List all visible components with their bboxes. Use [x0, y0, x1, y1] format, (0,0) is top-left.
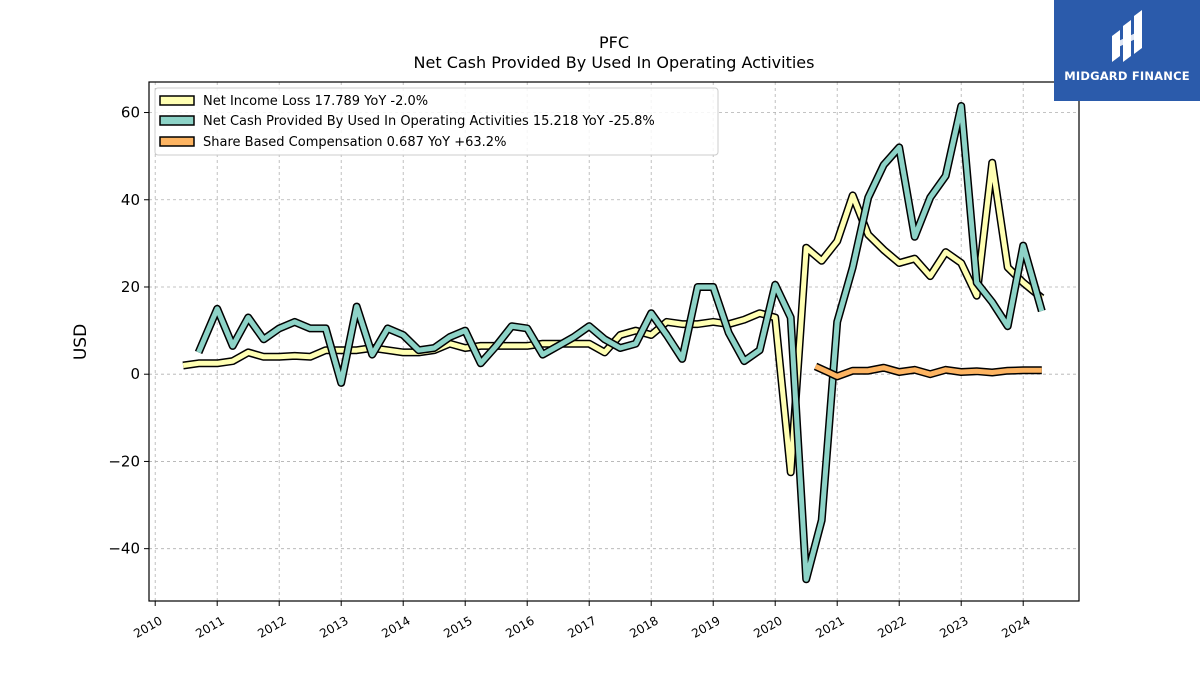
x-tick-label: 2010 — [131, 613, 164, 640]
x-tick-label: 2024 — [999, 613, 1032, 640]
x-axis: 2010 2011 2012 2013 2014 2015 2016 2017 2018 2019… — [131, 601, 1033, 641]
brand-name: MIDGARD FINANCE — [1064, 69, 1190, 83]
legend-label-share-comp: Share Based Compensation 0.687 YoY +63.2… — [203, 135, 506, 150]
x-tick-label: 2014 — [379, 613, 412, 640]
legend-swatch-net-income — [159, 95, 195, 106]
y-tick-label: 60 — [121, 104, 140, 122]
y-tick-label: 20 — [121, 278, 140, 296]
series-line-net-cash — [196, 103, 1045, 582]
y-tick-label: −40 — [108, 540, 140, 558]
x-tick-label: 2012 — [255, 613, 288, 640]
legend-label-net-income: Net Income Loss 17.789 YoY -2.0% — [203, 94, 428, 109]
x-tick-label: 2019 — [689, 613, 722, 640]
y-tick-label: −20 — [108, 452, 140, 470]
chart-title: PFC — [599, 33, 629, 52]
x-tick-label: 2011 — [193, 613, 226, 640]
legend-swatch-share-comp — [159, 136, 195, 147]
x-tick-label: 2022 — [875, 613, 908, 640]
series-layer — [182, 102, 1046, 584]
legend-label-net-cash: Net Cash Provided By Used In Operating A… — [203, 114, 655, 129]
series-outline-net-cash — [194, 102, 1046, 584]
grid — [149, 82, 1079, 601]
x-tick-label: 2020 — [751, 613, 784, 640]
x-tick-label: 2018 — [627, 613, 660, 640]
x-tick-label: 2017 — [565, 613, 598, 640]
x-tick-label: 2016 — [503, 613, 536, 640]
brand-mark-icon — [1112, 10, 1142, 62]
plot-frame — [148, 81, 1080, 602]
x-tick-label: 2013 — [317, 613, 350, 640]
y-tick-label: 40 — [121, 191, 140, 209]
y-axis-label: USD — [71, 324, 91, 360]
legend: Net Income Loss 17.789 YoY -2.0% Net Cas… — [154, 87, 719, 156]
chart-subtitle: Net Cash Provided By Used In Operating A… — [414, 53, 815, 72]
y-tick-label: 0 — [130, 365, 140, 383]
x-tick-label: 2023 — [937, 613, 970, 640]
y-axis: −40 −20 0 20 40 60 — [108, 104, 149, 558]
brand-logo: MIDGARD FINANCE — [1054, 0, 1200, 101]
legend-swatch-net-cash — [159, 115, 195, 126]
x-tick-label: 2015 — [441, 613, 474, 640]
x-tick-label: 2021 — [813, 613, 846, 640]
series-line-share-comp — [814, 364, 1042, 379]
legend-box — [154, 87, 719, 156]
